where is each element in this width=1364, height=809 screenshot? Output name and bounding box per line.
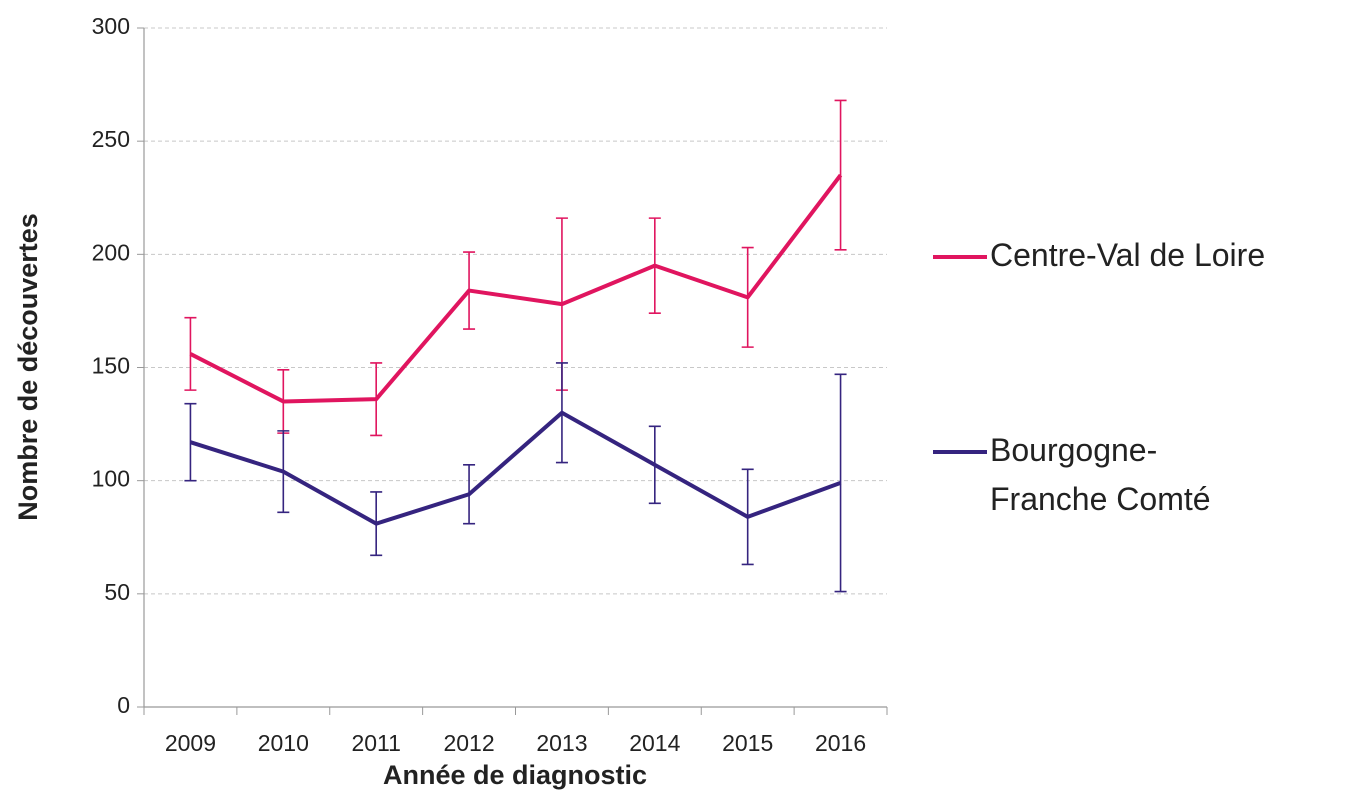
legend-entry: Centre-Val de Loire [933, 236, 1265, 280]
x-tick-label: 2014 [629, 730, 680, 756]
y-tick-label: 250 [92, 126, 130, 152]
x-tick-label: 2009 [165, 730, 216, 756]
legend: Centre-Val de Loire Bourgogne-Franche Com… [933, 0, 1364, 809]
legend-swatch [933, 255, 987, 259]
y-axis-title: Nombre de découvertes [13, 213, 43, 521]
legend-swatch [933, 450, 987, 454]
legend-label: Centre-Val de Loire [990, 237, 1266, 273]
x-tick-label: 2015 [722, 730, 773, 756]
y-tick-label: 0 [117, 692, 130, 718]
error-bar [834, 373, 847, 593]
y-tick-label: 100 [92, 466, 130, 492]
y-tick-label: 200 [92, 239, 130, 265]
x-tick-label: 2010 [258, 730, 309, 756]
y-tick-label: 150 [92, 353, 130, 379]
x-tick-label: 2016 [815, 730, 866, 756]
x-tick-label: 2013 [536, 730, 587, 756]
error-bar [834, 99, 847, 251]
y-tick-label: 50 [104, 579, 130, 605]
x-tick-label: 2011 [351, 730, 400, 756]
x-axis-title: Année de diagnostic [383, 760, 647, 790]
legend-entry: Bourgogne-Franche Comté [933, 431, 1230, 524]
legend-label: Bourgogne-Franche Comté [990, 432, 1211, 517]
series-line [189, 173, 843, 404]
series-line [189, 410, 842, 526]
y-tick-label: 300 [92, 13, 130, 39]
x-tick-label: 2012 [443, 730, 494, 756]
